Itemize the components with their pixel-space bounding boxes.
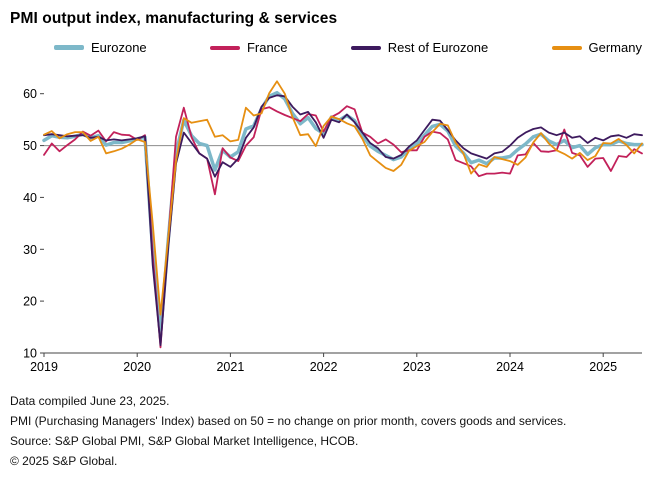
svg-text:2024: 2024 (496, 360, 524, 374)
legend-item-eurozone: Eurozone (54, 40, 147, 55)
svg-text:2025: 2025 (589, 360, 617, 374)
chart-legend: Eurozone France Rest of Eurozone Germany (54, 40, 642, 55)
svg-text:2020: 2020 (123, 360, 151, 374)
legend-item-germany: Germany (551, 40, 642, 55)
svg-text:60: 60 (23, 87, 37, 101)
svg-text:40: 40 (23, 191, 37, 205)
footer-definition: PMI (Purchasing Managers' Index) based o… (10, 414, 567, 428)
legend-label-france: France (246, 40, 288, 55)
svg-text:2021: 2021 (216, 360, 244, 374)
svg-text:2022: 2022 (310, 360, 338, 374)
legend-item-rest-of-eurozone: Rest of Eurozone (350, 40, 489, 55)
svg-text:50: 50 (23, 139, 37, 153)
chart-footer: Data compiled June 23, 2025. PMI (Purcha… (10, 391, 646, 471)
footer-copyright: © 2025 S&P Global. (10, 454, 118, 468)
chart-title: PMI output index, manufacturing & servic… (10, 10, 338, 27)
svg-text:30: 30 (23, 243, 37, 257)
legend-line-rest-of-eurozone-icon (350, 45, 381, 50)
legend-label-eurozone: Eurozone (91, 40, 147, 55)
svg-text:2019: 2019 (30, 360, 58, 374)
legend-item-france: France (209, 40, 288, 55)
legend-label-rest-of-eurozone: Rest of Eurozone (387, 40, 489, 55)
svg-text:10: 10 (23, 347, 37, 361)
legend-line-germany-icon (551, 45, 582, 50)
legend-label-germany: Germany (588, 40, 642, 55)
legend-line-france-icon (209, 45, 240, 50)
svg-text:20: 20 (23, 295, 37, 309)
footer-data-compiled: Data compiled June 23, 2025. (10, 394, 170, 408)
footer-source: Source: S&P Global PMI, S&P Global Marke… (10, 434, 359, 448)
svg-text:2023: 2023 (403, 360, 431, 374)
pmi-line-chart: 10 20 30 40 50 60 2019 2020 2021 2022 2023 2024 2025 (23, 80, 644, 374)
legend-line-eurozone-icon (54, 45, 84, 50)
